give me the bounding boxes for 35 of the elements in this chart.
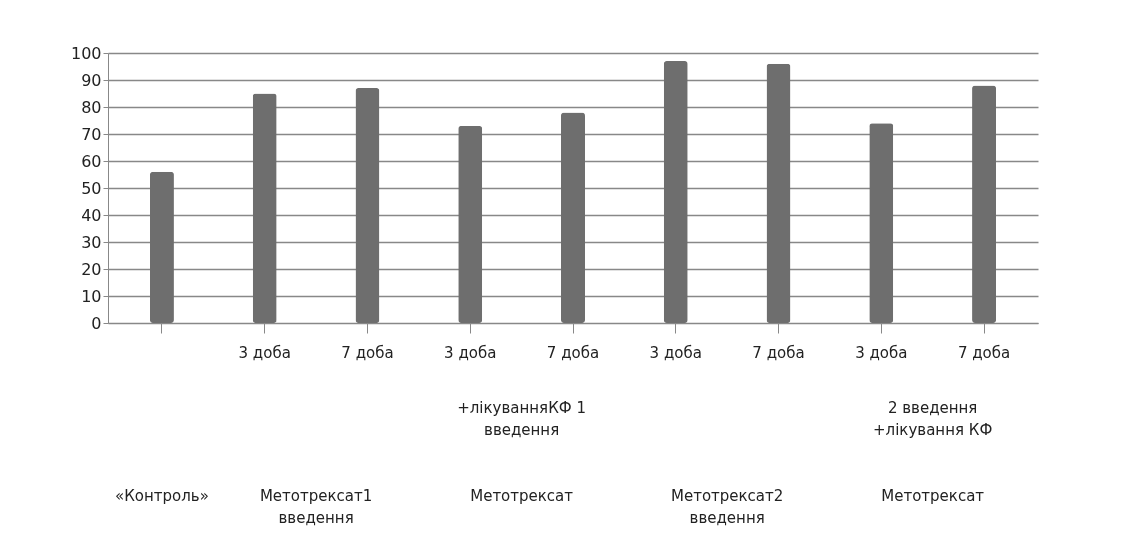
x-tick-label: 3 доба (238, 343, 291, 362)
bar (458, 125, 483, 323)
x-tick-label: 7 доба (957, 343, 1011, 362)
text: Метотрексат (881, 487, 985, 505)
y-tick-label: 100 (70, 43, 102, 63)
x-tick-label: 7 доба (546, 343, 600, 362)
y-tick-label: 80 (81, 97, 102, 117)
bar (149, 171, 174, 323)
x-tick-label: 3 доба (855, 343, 908, 362)
y-tick-label: 20 (81, 259, 102, 279)
y-tick-label: 40 (81, 205, 102, 225)
text: Метотрексат1 введення (259, 487, 373, 527)
bar (252, 93, 277, 323)
text: Метотрексат2 введення (670, 487, 784, 527)
y-tick-label: 30 (81, 232, 102, 252)
y-tick-label: 90 (81, 70, 102, 90)
bar (561, 112, 585, 323)
x-tick-label: 3 доба (649, 343, 702, 362)
bar (869, 123, 894, 323)
text: «Контроль» (115, 487, 209, 505)
bar (972, 85, 997, 323)
y-tick-label: 60 (81, 151, 102, 171)
text: 2 введення +лікування КФ (873, 399, 993, 439)
text: +лікуванняКФ 1 введення (457, 399, 587, 439)
bar (355, 88, 380, 323)
bar (663, 61, 688, 323)
y-tick-label: 0 (91, 313, 102, 333)
bar (766, 63, 791, 323)
x-tick-label: 3 доба (444, 343, 497, 362)
y-tick-label: 10 (81, 286, 102, 306)
y-tick-label: 50 (81, 178, 102, 198)
x-tick-label: 7 доба (752, 343, 805, 362)
text: Метотрексат (470, 487, 574, 505)
x-tick-label: 7 доба (341, 343, 394, 362)
y-tick-label: 70 (81, 124, 102, 144)
